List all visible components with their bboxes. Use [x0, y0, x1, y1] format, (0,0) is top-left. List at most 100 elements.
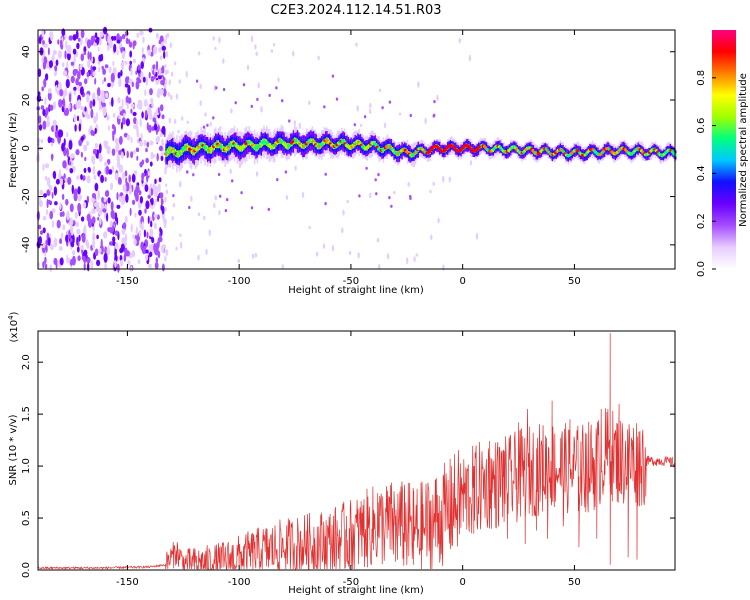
spectrogram-cell	[96, 259, 101, 267]
spectrogram-cell	[171, 216, 174, 221]
spectrogram-cell	[107, 227, 112, 233]
spectrogram-cell	[139, 196, 143, 204]
spectrogram-cell	[159, 227, 162, 233]
spectrogram-cell	[188, 205, 191, 210]
spectrogram-cell	[70, 225, 74, 234]
spectrogram-cell	[209, 121, 212, 127]
spectrogram-cell	[173, 118, 177, 125]
spectrogram-cell	[147, 106, 151, 115]
spectrogram-cell	[208, 229, 211, 236]
spectrogram-cell	[73, 55, 76, 66]
spectrogram-cell	[82, 175, 86, 181]
spectrogram-cell	[197, 254, 200, 261]
spectrogram-cell	[121, 116, 126, 125]
spectrogram-cell	[116, 49, 119, 56]
spectrogram-cell	[108, 169, 113, 175]
spectrogram-cell	[66, 132, 69, 138]
spectrogram-cell	[100, 89, 105, 100]
spectrogram-cell	[388, 100, 392, 104]
spectrogram-cell	[113, 125, 117, 135]
spectrogram-cell	[86, 175, 91, 184]
spectrogram-cell	[129, 207, 132, 216]
spectrogram-cell	[118, 177, 122, 185]
spectrogram-cell	[122, 222, 127, 230]
spectrogram-cell	[65, 234, 69, 243]
spectrogram-cell	[53, 257, 58, 266]
spectrogram-cell	[206, 123, 209, 127]
spectrogram-cell	[255, 171, 259, 177]
spectrogram-cell	[59, 169, 62, 177]
spectrogram-cell	[229, 168, 232, 174]
spectrogram-cell	[153, 201, 156, 207]
spectrogram-cell	[80, 151, 83, 158]
spectrogram-cell	[99, 217, 102, 225]
colorbar-label: Normalized spectral amplitude	[738, 73, 749, 227]
spectrogram-cell	[128, 78, 133, 84]
spectrogram-cell	[125, 76, 129, 84]
spectrogram-cell	[87, 51, 90, 60]
spectrogram-cell	[106, 115, 110, 121]
spectrogram-cell	[102, 208, 107, 213]
spectrogram-cell	[96, 95, 100, 101]
spectrogram-cell	[409, 113, 412, 118]
spectrogram-cell	[64, 50, 67, 60]
snr-panel: -150 -100 -50 0 50 0.0 0.5 1.0 1.5 2.0 Height of…	[7, 311, 676, 596]
spectrogram-cell	[36, 94, 42, 102]
spectrogram-cell	[119, 111, 124, 116]
spectrogram-cell	[45, 209, 49, 216]
spectrogram-cell	[144, 89, 147, 97]
spectrogram-cell	[126, 134, 131, 141]
spectrogram-cell	[125, 177, 128, 185]
spectrogram-cell	[108, 241, 114, 246]
spectrogram-cell	[121, 98, 124, 109]
spectrogram-cell	[298, 122, 302, 129]
spectrogram-cell	[86, 140, 90, 147]
spectrogram-cell	[135, 80, 140, 90]
spectrogram-cell	[254, 44, 257, 50]
spectrogram-cell	[442, 264, 445, 271]
spectrogram-cell	[292, 50, 295, 57]
spectrogram-cell	[149, 161, 153, 167]
spectrogram-cell	[126, 104, 129, 110]
spectrogram-cell	[172, 194, 175, 198]
spectrogram-cell	[214, 46, 217, 51]
spectrogram-cell	[140, 61, 144, 69]
spectrogram-cell	[240, 191, 243, 195]
snr-y-tick-label: 1.0	[21, 458, 32, 474]
spectrogram-cell	[386, 253, 390, 260]
spectrogram-cell	[120, 61, 124, 69]
spectrogram-cell	[133, 170, 138, 176]
spectrogram-cell	[250, 35, 254, 43]
spectrogram-cell	[75, 221, 79, 227]
spectrogram-cell	[105, 140, 109, 148]
spectrogram-cell	[119, 195, 122, 203]
spectrogram-cell	[59, 211, 63, 217]
spectrogram-cell	[59, 238, 63, 245]
spectrogram-cell	[84, 156, 87, 162]
spectrogram-cell	[153, 222, 157, 230]
spectrogram-cell	[324, 202, 327, 206]
snr-scale-label: (x104)	[7, 311, 20, 342]
spectrogram-cell	[80, 29, 85, 39]
spectrogram-cell	[92, 239, 96, 250]
spectrogram-cell	[164, 170, 167, 175]
spectrogram-x-tick-label: -150	[116, 276, 139, 287]
colorbar-ticks: 0.0 0.2 0.4 0.6 0.8	[696, 70, 716, 277]
spectrogram-cell	[170, 71, 174, 77]
spectrogram-cell	[107, 82, 111, 88]
spectrogram-cell	[127, 84, 131, 95]
spectrogram-cell	[199, 100, 202, 106]
spectrogram-cell	[164, 183, 168, 187]
spectrogram-cell	[157, 195, 160, 202]
spectrogram-cell	[42, 227, 46, 234]
spectrogram-cell	[119, 135, 123, 145]
spectrogram-cell	[38, 68, 42, 77]
spectrogram-cell	[231, 179, 234, 183]
spectrogram-cell	[168, 79, 171, 86]
spectrogram-cell	[43, 56, 48, 65]
spectrogram-cell	[38, 124, 43, 131]
spectrogram-cell	[44, 256, 47, 264]
spectrogram-cell	[94, 32, 98, 39]
spectrogram-cell	[160, 155, 164, 161]
